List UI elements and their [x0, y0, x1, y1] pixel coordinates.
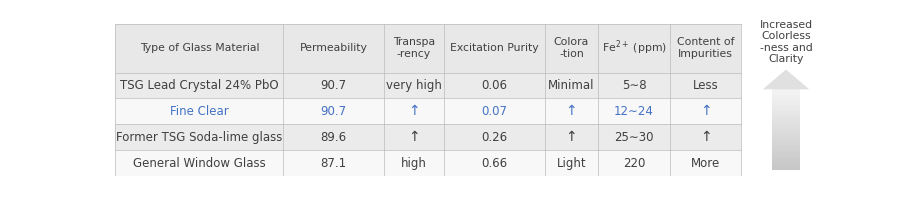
Text: More: More	[691, 157, 720, 170]
Bar	[773, 89, 799, 92]
Text: Light: Light	[557, 157, 586, 170]
Text: Content of
Impurities: Content of Impurities	[677, 37, 735, 59]
Text: ↑: ↑	[700, 130, 712, 144]
Text: 0.66: 0.66	[482, 157, 508, 170]
Bar	[773, 121, 799, 124]
Text: 90.7: 90.7	[320, 105, 347, 118]
Text: high: high	[402, 157, 427, 170]
Bar	[773, 143, 799, 146]
Text: Fe$^{2+}$ (ppm): Fe$^{2+}$ (ppm)	[602, 39, 666, 57]
Text: Type of Glass Material: Type of Glass Material	[139, 43, 259, 53]
Bar	[773, 148, 799, 151]
Text: 220: 220	[623, 157, 645, 170]
Text: 25∼30: 25∼30	[614, 131, 653, 144]
Text: 5∼8: 5∼8	[622, 79, 646, 92]
Text: 90.7: 90.7	[320, 79, 347, 92]
Text: Excitation Purity: Excitation Purity	[450, 43, 539, 53]
Polygon shape	[762, 69, 809, 89]
Bar	[773, 119, 799, 122]
Bar	[773, 103, 799, 106]
Text: 12∼24: 12∼24	[614, 105, 653, 118]
Bar	[773, 116, 799, 119]
Text: Less: Less	[692, 79, 718, 92]
Text: Increased
Colorless
-ness and
Clarity: Increased Colorless -ness and Clarity	[760, 20, 812, 65]
Text: ↑: ↑	[408, 130, 420, 144]
Bar	[773, 135, 799, 138]
Text: TSG Lead Crystal 24% PbO: TSG Lead Crystal 24% PbO	[120, 79, 279, 92]
Bar	[773, 100, 799, 103]
Text: 0.06: 0.06	[482, 79, 508, 92]
Text: Transpa
-rency: Transpa -rency	[393, 37, 435, 59]
Bar	[773, 92, 799, 95]
Bar	[115, 24, 741, 72]
Text: General Window Glass: General Window Glass	[133, 157, 266, 170]
Bar	[773, 151, 799, 154]
Bar	[773, 154, 799, 157]
Bar	[773, 113, 799, 116]
Bar	[773, 146, 799, 148]
Text: 0.26: 0.26	[482, 131, 508, 144]
Text: Former TSG Soda-lime glass: Former TSG Soda-lime glass	[116, 131, 282, 144]
Bar	[773, 156, 799, 159]
Bar	[773, 94, 799, 97]
Text: Permeability: Permeability	[300, 43, 367, 53]
Text: 0.07: 0.07	[482, 105, 508, 118]
Bar	[115, 150, 741, 176]
Bar	[773, 129, 799, 132]
Text: Fine Clear: Fine Clear	[170, 105, 229, 118]
Bar	[115, 98, 741, 124]
Bar	[773, 127, 799, 130]
Bar	[115, 72, 741, 98]
Bar	[773, 97, 799, 100]
Bar	[773, 124, 799, 127]
Bar	[773, 105, 799, 108]
Bar	[773, 132, 799, 135]
Text: Colora
-tion: Colora -tion	[554, 37, 589, 59]
Bar	[115, 124, 741, 150]
Bar	[773, 164, 799, 168]
Bar	[773, 137, 799, 141]
Bar	[773, 167, 799, 170]
Text: 89.6: 89.6	[320, 131, 347, 144]
Text: ↑: ↑	[700, 104, 712, 118]
Bar	[773, 140, 799, 143]
Text: ↑: ↑	[408, 104, 420, 118]
Bar	[773, 162, 799, 165]
Text: Minimal: Minimal	[548, 79, 594, 92]
Bar	[773, 110, 799, 114]
Text: very high: very high	[386, 79, 442, 92]
Bar	[773, 159, 799, 162]
Bar	[773, 108, 799, 111]
Text: ↑: ↑	[566, 130, 577, 144]
Text: 87.1: 87.1	[320, 157, 347, 170]
Text: ↑: ↑	[566, 104, 577, 118]
